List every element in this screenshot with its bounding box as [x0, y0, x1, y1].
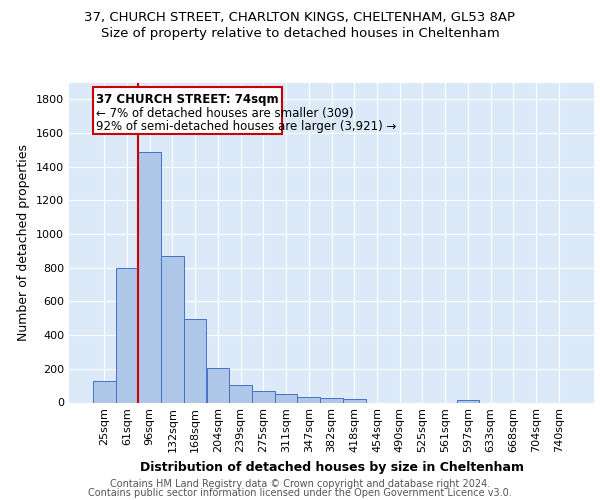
Bar: [161, 256, 184, 402]
Bar: [139, 152, 161, 402]
Bar: [275, 394, 298, 402]
FancyBboxPatch shape: [93, 86, 281, 134]
Bar: [298, 396, 320, 402]
Bar: [206, 368, 229, 402]
Bar: [229, 385, 252, 402]
Bar: [116, 268, 139, 402]
Text: Contains public sector information licensed under the Open Government Licence v3: Contains public sector information licen…: [88, 488, 512, 498]
Text: 37, CHURCH STREET, CHARLTON KINGS, CHELTENHAM, GL53 8AP: 37, CHURCH STREET, CHARLTON KINGS, CHELT…: [85, 11, 515, 24]
Bar: [184, 319, 206, 402]
Text: 92% of semi-detached houses are larger (3,921) →: 92% of semi-detached houses are larger (…: [96, 120, 397, 134]
Bar: [252, 391, 275, 402]
Bar: [457, 400, 479, 402]
Text: 37 CHURCH STREET: 74sqm: 37 CHURCH STREET: 74sqm: [96, 92, 279, 106]
Text: Contains HM Land Registry data © Crown copyright and database right 2024.: Contains HM Land Registry data © Crown c…: [110, 479, 490, 489]
Text: Size of property relative to detached houses in Cheltenham: Size of property relative to detached ho…: [101, 28, 499, 40]
Y-axis label: Number of detached properties: Number of detached properties: [17, 144, 31, 341]
X-axis label: Distribution of detached houses by size in Cheltenham: Distribution of detached houses by size …: [139, 460, 523, 473]
Bar: [320, 398, 343, 402]
Bar: [93, 380, 116, 402]
Bar: [343, 399, 365, 402]
Text: ← 7% of detached houses are smaller (309): ← 7% of detached houses are smaller (309…: [96, 107, 354, 120]
